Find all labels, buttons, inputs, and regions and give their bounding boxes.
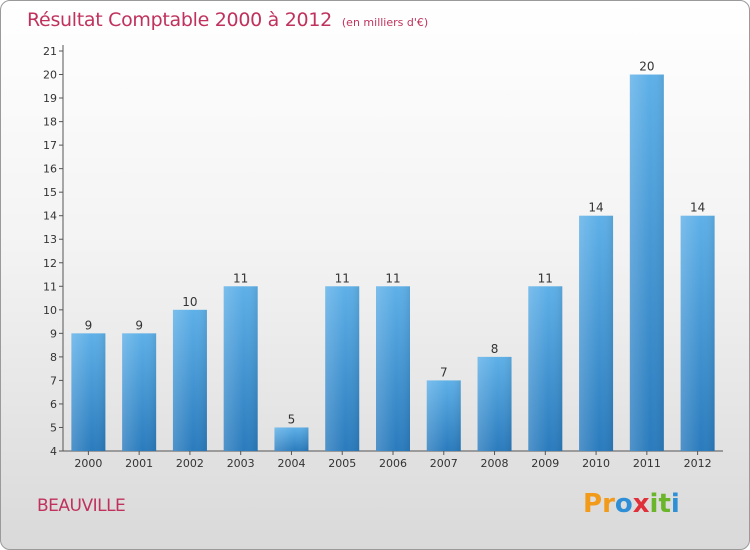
y-tick-label: 11 [43, 280, 57, 293]
x-tick-label: 2001 [125, 457, 153, 470]
y-tick-label: 6 [50, 398, 57, 411]
x-tick-label: 2002 [176, 457, 204, 470]
x-tick-label: 2012 [684, 457, 712, 470]
bar-shade [528, 286, 563, 451]
data-label: 11 [385, 271, 400, 285]
data-label: 9 [135, 318, 143, 332]
title-text: Résultat Comptable 2000 à 2012 [27, 9, 332, 31]
y-tick-label: 5 [50, 421, 57, 434]
y-tick-label: 15 [43, 186, 57, 199]
y-tick-label: 7 [50, 374, 57, 387]
bar-shade [122, 333, 157, 451]
logo-letter: i [670, 489, 680, 519]
bar-shade [172, 309, 207, 451]
x-tick-label: 2003 [227, 457, 255, 470]
y-tick-label: 14 [43, 210, 57, 223]
bar-shade [325, 286, 360, 451]
y-tick-label: 20 [43, 69, 57, 82]
data-label: 9 [85, 318, 93, 332]
data-label: 20 [639, 60, 654, 74]
data-label: 7 [440, 365, 448, 379]
logo-letter: i [649, 489, 659, 519]
chart-title: Résultat Comptable 2000 à 2012 (en millie… [27, 9, 428, 31]
y-tick-label: 18 [43, 116, 57, 129]
data-label: 11 [335, 271, 350, 285]
x-tick-label: 2004 [277, 457, 305, 470]
proxiti-logo: Proxiti [583, 489, 680, 519]
data-labels-group: 9 9 10 11 5 11 11 7 8 11 14 20 14 [85, 60, 706, 427]
logo-letter: o [614, 489, 633, 519]
y-tick-label: 9 [50, 327, 57, 340]
logo-letter: P [583, 489, 603, 519]
x-tick-label: 2006 [379, 457, 407, 470]
data-label: 11 [538, 271, 553, 285]
logo-letter: t [658, 489, 671, 519]
y-tick-label: 10 [43, 304, 57, 317]
x-axis: 2000 2001 2002 2003 2004 2005 2006 2007 2008 2009… [63, 450, 723, 470]
logo-letter: r [602, 489, 615, 519]
y-axis: 4 5 6 7 8 9 10 11 12 13 14 15 16 17 18 19 20 21 [43, 45, 64, 458]
data-label: 10 [182, 295, 197, 309]
bar-shade [426, 380, 461, 451]
bar-shade [274, 427, 309, 451]
data-label: 14 [690, 201, 705, 215]
bar-shade [579, 215, 614, 451]
bar-shade [629, 74, 664, 451]
y-tick-label: 8 [50, 351, 57, 364]
bar-shade [477, 356, 512, 451]
bars-group [71, 74, 715, 451]
bar-shade [71, 333, 106, 451]
data-label: 5 [288, 412, 296, 426]
chart-subtitle: (en milliers d'€) [341, 16, 429, 29]
bar-shade [223, 286, 258, 451]
data-label: 8 [491, 342, 499, 356]
y-tick-label: 13 [43, 233, 57, 246]
x-tick-label: 2007 [430, 457, 458, 470]
x-tick-label: 2011 [633, 457, 661, 470]
data-label: 11 [233, 271, 248, 285]
y-tick-label: 12 [43, 257, 57, 270]
bar-shade [680, 215, 715, 451]
x-tick-label: 2005 [328, 457, 356, 470]
y-tick-label: 16 [43, 163, 57, 176]
x-tick-label: 2009 [531, 457, 559, 470]
y-tick-label: 17 [43, 139, 57, 152]
logo-letter: x [632, 489, 650, 519]
x-tick-label: 2010 [582, 457, 610, 470]
x-tick-label: 2008 [481, 457, 509, 470]
data-label: 14 [588, 201, 603, 215]
y-tick-label: 4 [50, 445, 57, 458]
y-tick-label: 19 [43, 92, 57, 105]
bar-shade [376, 286, 410, 451]
commune-name: BEAUVILLE [37, 496, 126, 516]
x-tick-label: 2000 [74, 457, 102, 470]
y-tick-label: 21 [43, 45, 57, 58]
